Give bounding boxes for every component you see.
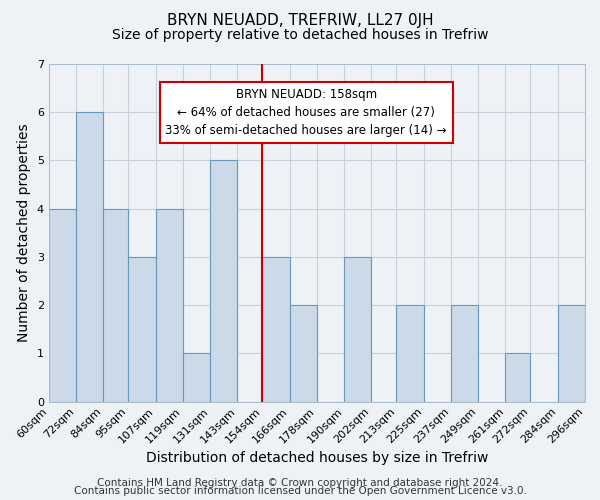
Bar	[397, 305, 424, 402]
Bar	[262, 257, 290, 402]
X-axis label: Distribution of detached houses by size in Trefriw: Distribution of detached houses by size …	[146, 451, 488, 465]
Bar	[451, 305, 478, 402]
Bar	[128, 257, 155, 402]
Text: BRYN NEUADD, TREFRIW, LL27 0JH: BRYN NEUADD, TREFRIW, LL27 0JH	[167, 12, 433, 28]
Bar	[558, 305, 585, 402]
Bar	[183, 354, 210, 402]
Bar	[344, 257, 371, 402]
Bar	[103, 208, 128, 402]
Bar	[49, 208, 76, 402]
Bar	[155, 208, 183, 402]
Y-axis label: Number of detached properties: Number of detached properties	[17, 124, 31, 342]
Bar	[210, 160, 238, 402]
Bar	[290, 305, 317, 402]
Bar	[76, 112, 103, 402]
Text: Contains public sector information licensed under the Open Government Licence v3: Contains public sector information licen…	[74, 486, 526, 496]
Text: Contains HM Land Registry data © Crown copyright and database right 2024.: Contains HM Land Registry data © Crown c…	[97, 478, 503, 488]
Text: BRYN NEUADD: 158sqm
← 64% of detached houses are smaller (27)
33% of semi-detach: BRYN NEUADD: 158sqm ← 64% of detached ho…	[166, 88, 447, 136]
Bar	[505, 354, 530, 402]
Text: Size of property relative to detached houses in Trefriw: Size of property relative to detached ho…	[112, 28, 488, 42]
